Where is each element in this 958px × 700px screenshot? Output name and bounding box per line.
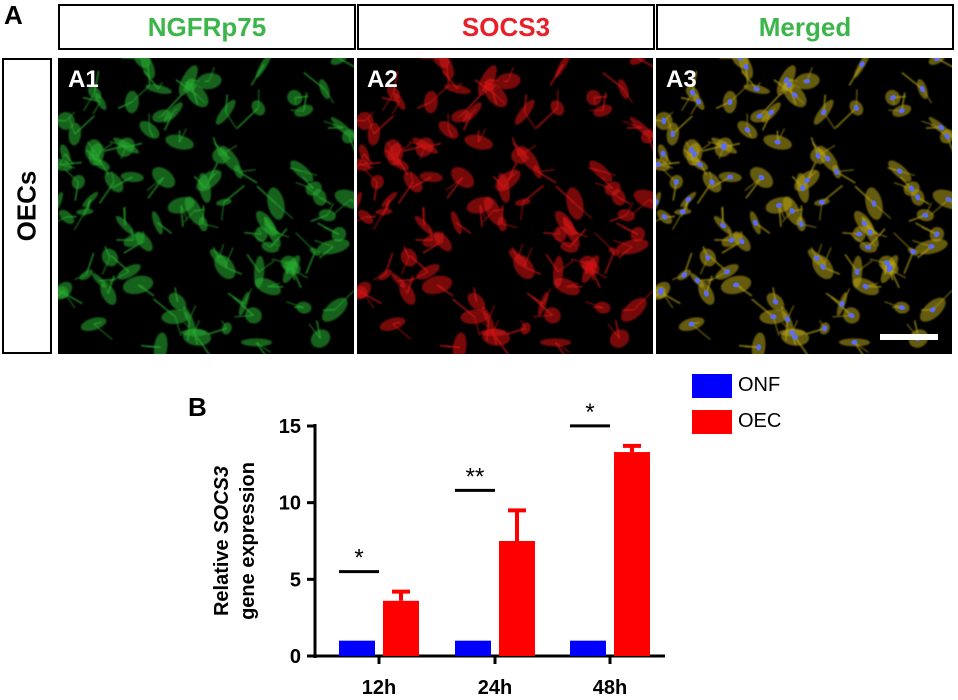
column-header-socs3-label: SOCS3: [461, 11, 551, 42]
legend-label-onf: ONF: [738, 374, 781, 396]
row-header-oecs: OECs: [2, 58, 52, 354]
scale-bar: [880, 334, 938, 340]
micrograph-ngfrp75-image: [58, 58, 354, 354]
panel-b-label: B: [188, 392, 207, 422]
y-axis-label: Relative SOCS3 gene expression: [211, 462, 259, 620]
significance-marker: *: [585, 399, 594, 426]
bar-onf-24h: [455, 640, 491, 656]
subpanel-label-a3: A3: [666, 66, 697, 93]
micrograph-socs3: A2: [357, 58, 653, 354]
legend-swatch-oec: [692, 410, 732, 434]
x-tick-label: 24h: [478, 677, 512, 699]
significance-marker: **: [466, 463, 485, 490]
bar-oec-48h: [614, 452, 650, 656]
legend-label-oec: OEC: [738, 410, 782, 432]
y-tick-label: 5: [290, 569, 301, 591]
bar-onf-12h: [339, 640, 375, 656]
row-header-label: OECs: [11, 170, 42, 242]
x-tick-label: 48h: [593, 677, 627, 699]
column-header-ngfrp75: NGFRp75: [58, 4, 356, 50]
bar-onf-48h: [570, 640, 606, 656]
cell-texture: [357, 58, 653, 354]
bar-oec-12h: [383, 600, 419, 656]
bar-chart: 0 5 10 15 Relative SOCS3 gene expression 12h * 2…: [211, 399, 665, 699]
micrograph-merged: A3: [656, 58, 952, 354]
cell-texture: [58, 58, 354, 354]
column-header-socs3: SOCS3: [357, 4, 655, 50]
micrograph-ngfrp75: A1: [58, 58, 354, 354]
subpanel-label-a1: A1: [68, 66, 99, 93]
subpanel-label-a2: A2: [367, 66, 398, 93]
column-header-ngfrp75-label: NGFRp75: [147, 11, 267, 42]
y-tick-label: 10: [279, 493, 301, 515]
bar-oec-24h: [499, 541, 535, 656]
micrograph-merged-image: [656, 58, 952, 354]
micrograph-socs3-image: [357, 58, 653, 354]
x-tick-label: 12h: [362, 677, 396, 699]
significance-marker: *: [354, 545, 363, 572]
column-header-merged: Merged: [656, 4, 954, 50]
panel-a-label: A: [4, 0, 23, 30]
y-tick-label: 0: [290, 646, 301, 668]
legend-swatch-onf: [692, 374, 732, 398]
column-header-merged-label: Merged: [758, 11, 852, 42]
y-tick-label: 15: [279, 416, 301, 438]
